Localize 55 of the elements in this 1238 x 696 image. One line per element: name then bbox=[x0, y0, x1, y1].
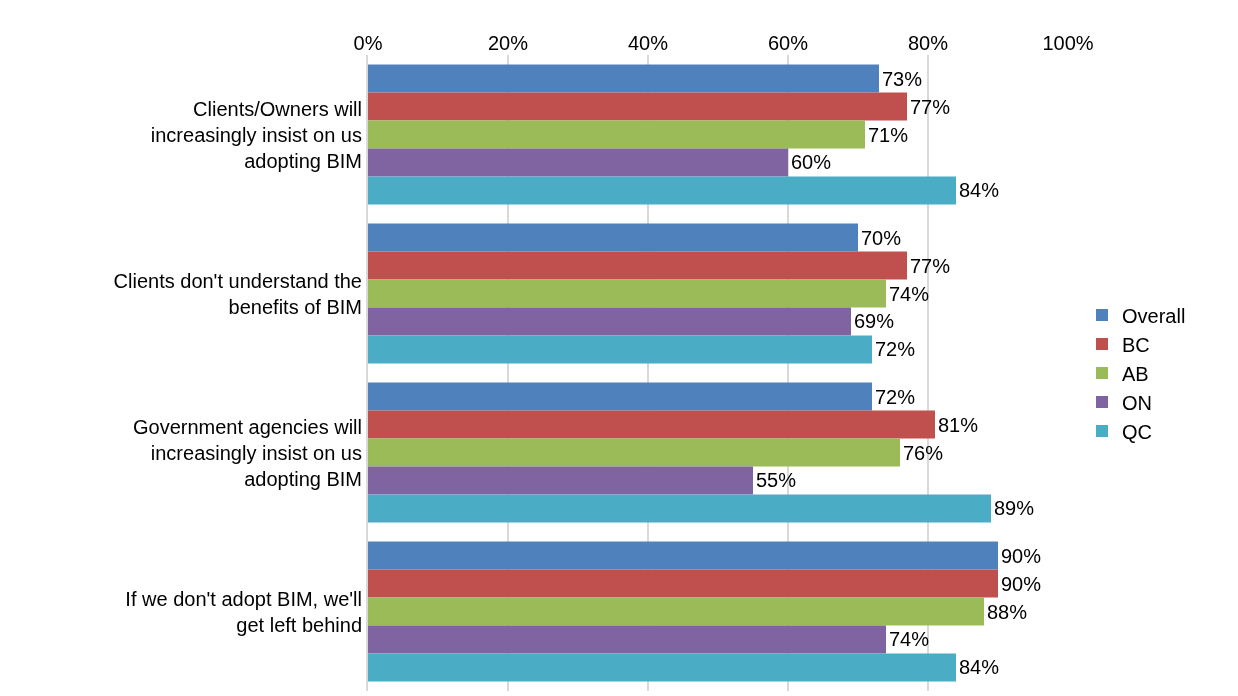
data-label: 77% bbox=[910, 254, 951, 277]
data-label: 74% bbox=[889, 282, 930, 305]
bar bbox=[368, 251, 907, 280]
bar bbox=[368, 653, 956, 682]
bar bbox=[368, 410, 935, 439]
bar bbox=[368, 120, 865, 149]
data-label: 60% bbox=[791, 151, 832, 174]
data-label: 84% bbox=[959, 179, 1000, 202]
data-label: 74% bbox=[889, 628, 930, 651]
data-label: 88% bbox=[987, 600, 1028, 623]
bar bbox=[368, 541, 998, 570]
data-label: 81% bbox=[938, 413, 979, 436]
bar bbox=[368, 466, 753, 495]
x-tick-label: 20% bbox=[487, 32, 529, 54]
data-label: 71% bbox=[868, 123, 909, 146]
bar bbox=[368, 176, 956, 205]
data-label: 69% bbox=[854, 310, 895, 333]
x-tick-label: 80% bbox=[907, 32, 949, 54]
legend-label: AB bbox=[1122, 362, 1149, 385]
y-tick-label: Government agencies will increasingly insist on us adopting BIM bbox=[133, 415, 362, 490]
bar bbox=[368, 279, 886, 308]
data-label: 89% bbox=[994, 497, 1035, 520]
data-label: 72% bbox=[875, 385, 916, 408]
bar bbox=[368, 223, 858, 252]
y-tick-label: Clients don't understand the benefits of BIM bbox=[113, 269, 362, 318]
x-tick-label: 100% bbox=[1042, 32, 1094, 54]
bar bbox=[368, 148, 788, 177]
data-label: 73% bbox=[882, 67, 923, 90]
bar bbox=[368, 625, 886, 654]
bar bbox=[368, 438, 900, 467]
x-tick-label: 0% bbox=[353, 32, 383, 54]
data-label: 90% bbox=[1001, 572, 1042, 595]
data-label: 84% bbox=[959, 656, 1000, 679]
x-tick-label: 40% bbox=[627, 32, 669, 54]
legend-label: Overall bbox=[1122, 304, 1186, 327]
y-tick-label: If we don't adopt BIM, we'll get left behind bbox=[125, 587, 362, 636]
legend-label: ON bbox=[1122, 391, 1152, 414]
legend-label: QC bbox=[1122, 420, 1152, 443]
bar bbox=[368, 92, 907, 121]
bar bbox=[368, 569, 998, 598]
bar bbox=[368, 64, 879, 93]
data-label: 76% bbox=[903, 441, 944, 464]
x-tick-label: 60% bbox=[767, 32, 809, 54]
data-label: 77% bbox=[910, 95, 951, 118]
legend-label: BC bbox=[1122, 333, 1150, 356]
data-label: 72% bbox=[875, 338, 916, 361]
bar bbox=[368, 307, 851, 336]
bar bbox=[368, 597, 984, 626]
data-label: 55% bbox=[756, 469, 797, 492]
bar bbox=[368, 335, 872, 364]
bar bbox=[368, 494, 991, 523]
data-label: 90% bbox=[1001, 544, 1042, 567]
y-tick-label: Clients/Owners will increasingly insist on us adopting BIM bbox=[150, 97, 362, 172]
data-label: 70% bbox=[861, 226, 902, 249]
bar bbox=[368, 382, 872, 411]
